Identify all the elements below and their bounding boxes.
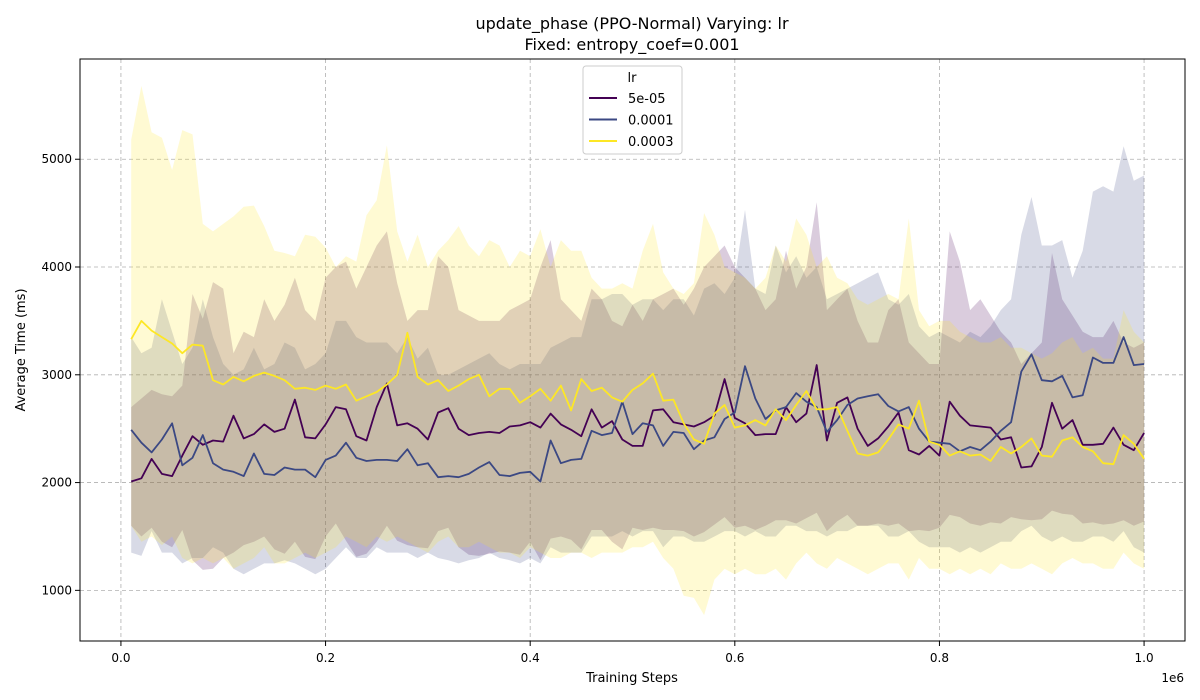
x-axis-offset-label: 1e6 xyxy=(1161,671,1184,685)
x-tick-label: 0.6 xyxy=(725,651,744,665)
line-series-2 xyxy=(130,319,1145,466)
band-series-2 xyxy=(131,85,1145,616)
line-series-1 xyxy=(130,336,1145,483)
y-tick-label: 5000 xyxy=(41,152,72,166)
chart-title-line2: Fixed: entropy_coef=0.001 xyxy=(524,35,739,55)
y-tick-label: 3000 xyxy=(41,368,72,382)
x-tick-label: 0.4 xyxy=(521,651,540,665)
y-tick-label: 4000 xyxy=(41,260,72,274)
series-lines xyxy=(130,319,1145,483)
y-tick-label: 2000 xyxy=(41,476,72,490)
legend-box xyxy=(582,65,683,155)
confidence-bands xyxy=(131,85,1145,616)
band-series-1 xyxy=(131,146,1145,575)
x-tick-label: 0.2 xyxy=(316,651,335,665)
y-tick-label: 1000 xyxy=(41,583,72,597)
x-tick-label: 0.8 xyxy=(930,651,949,665)
legend-label-0: 5e-05 xyxy=(628,92,666,107)
legend-label-1: 0.0001 xyxy=(628,114,674,129)
line-series-0 xyxy=(130,364,1145,483)
grid xyxy=(80,59,1185,641)
plot-area-border xyxy=(79,58,1186,642)
chart-title-line1: update_phase (PPO-Normal) Varying: lr xyxy=(475,14,789,34)
x-tick-label: 0.0 xyxy=(111,651,130,665)
x-axis-label: Training Steps xyxy=(585,671,678,686)
x-axis-ticks: 0.0 0.2 0.4 0.6 0.8 1.0 xyxy=(111,641,1154,665)
y-axis-label: Average Time (ms) xyxy=(14,288,29,411)
legend-title: lr xyxy=(628,71,638,86)
legend: lr 5e-05 0.0001 0.0003 xyxy=(582,65,683,155)
y-axis-ticks: 1000 2000 3000 4000 5000 xyxy=(41,152,80,597)
legend-label-2: 0.0003 xyxy=(628,135,674,150)
x-tick-label: 1.0 xyxy=(1135,651,1154,665)
